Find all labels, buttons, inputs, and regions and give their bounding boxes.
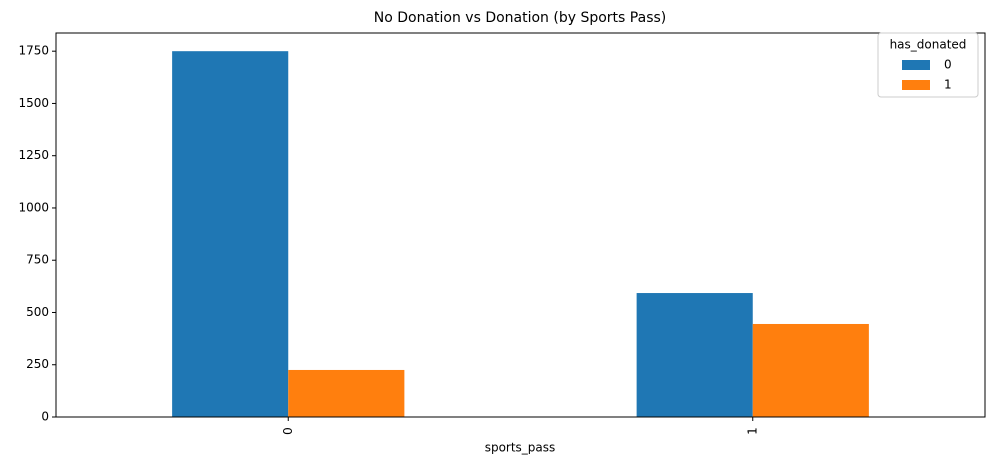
legend-label: 0: [944, 58, 952, 72]
bar: [172, 51, 289, 418]
y-tick-label: 1250: [18, 148, 49, 162]
y-tick-label: 1000: [18, 200, 49, 214]
y-tick-label: 1750: [18, 44, 49, 58]
legend-swatch: [902, 60, 930, 70]
y-tick-label: 1500: [18, 96, 49, 110]
legend-swatch: [902, 80, 930, 90]
y-tick-label: 250: [26, 357, 49, 371]
bar: [288, 369, 405, 417]
legend-title: has_donated: [890, 38, 967, 52]
bar: [752, 323, 869, 417]
y-tick-label: 750: [26, 253, 49, 267]
x-axis-label: sports_pass: [485, 441, 556, 455]
y-tick-label: 500: [26, 305, 49, 319]
x-tick-label: 1: [745, 427, 759, 435]
x-tick-label: 0: [281, 427, 295, 435]
bar: [636, 293, 753, 417]
legend-label: 1: [944, 78, 952, 92]
chart-title: No Donation vs Donation (by Sports Pass): [374, 10, 667, 26]
y-tick-label: 0: [41, 410, 49, 424]
plot-frame: [55, 32, 986, 418]
